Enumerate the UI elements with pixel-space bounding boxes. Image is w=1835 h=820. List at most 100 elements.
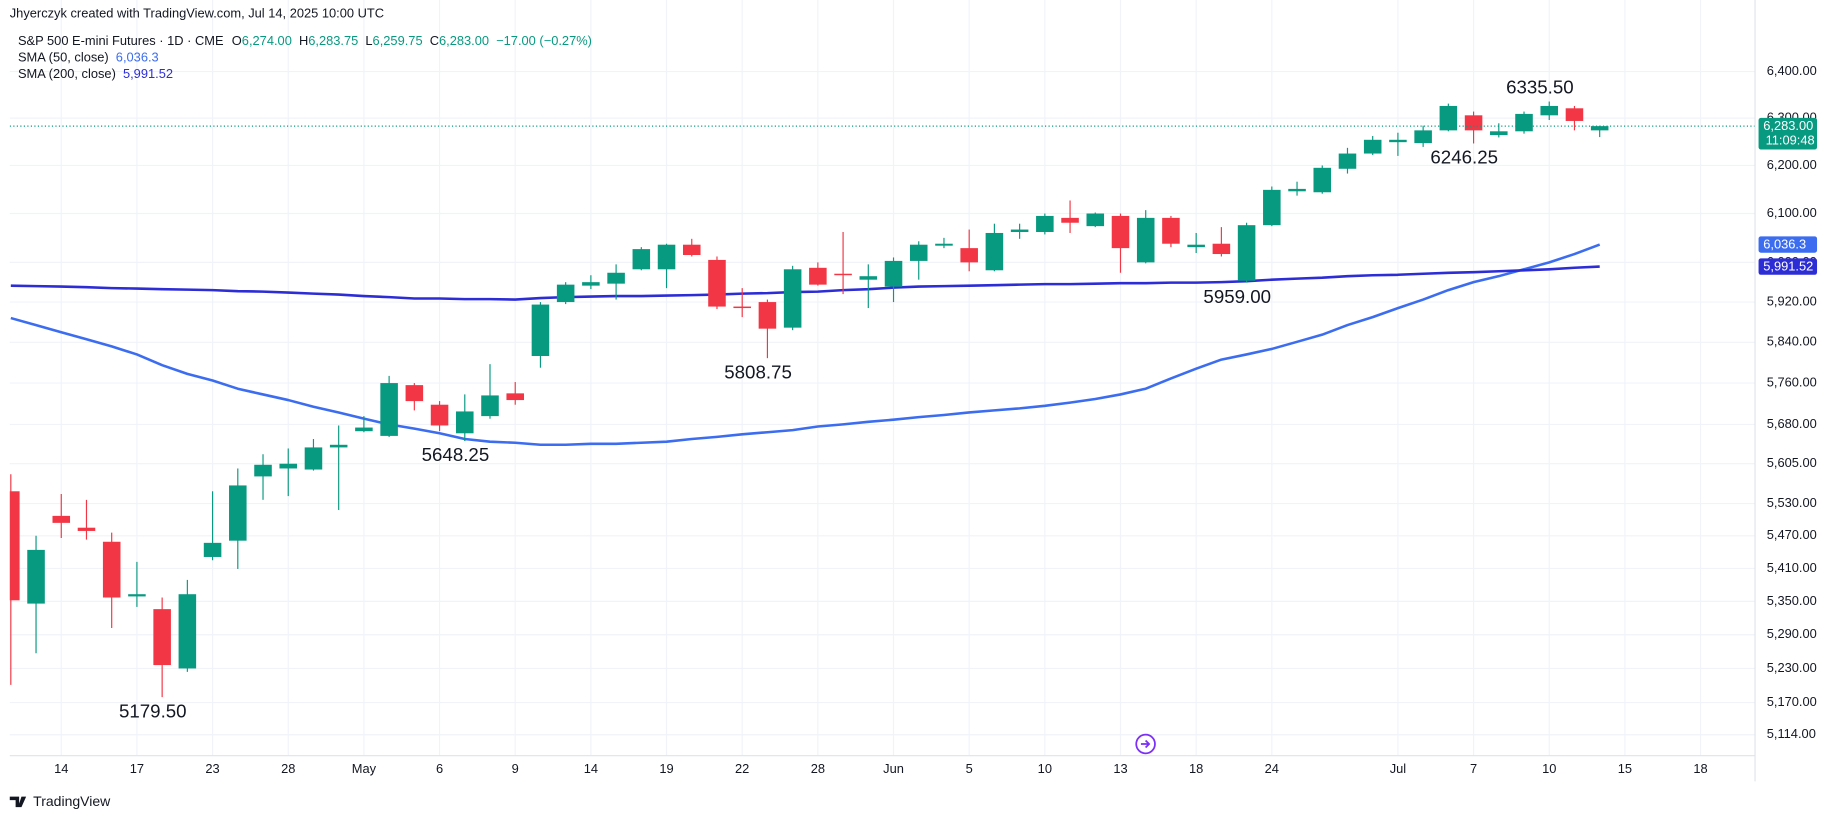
candle-body: [1086, 213, 1105, 227]
y-tick-label: 5,114.00: [1767, 726, 1816, 741]
x-tick-label: Jun: [883, 761, 904, 776]
candle-body: [153, 609, 171, 666]
ohlc-key: L: [365, 34, 372, 49]
candle-body: [531, 304, 550, 356]
x-tick-label: 22: [735, 761, 749, 776]
candle-body: [430, 404, 449, 426]
candle-body: [506, 393, 524, 401]
candle-body: [1212, 243, 1231, 255]
candle-body: [682, 244, 701, 256]
y-tick-label: 5,680.00: [1767, 416, 1817, 431]
candle-body: [1111, 215, 1130, 249]
candle-body: [1565, 108, 1584, 121]
y-tick-label: 5,840.00: [1767, 334, 1817, 349]
candle-body: [859, 276, 878, 280]
sma-legend: SMA (200, close) 5,991.52: [18, 66, 173, 81]
legend-name: SMA (200, close): [18, 66, 116, 81]
replay-arrow[interactable]: [1140, 739, 1151, 749]
logo-mark: [9, 796, 27, 808]
sma-line: [10, 265, 1600, 301]
plot-area: [9, 101, 1756, 698]
candle-body: [1187, 244, 1205, 248]
candle-body: [52, 515, 71, 523]
x-tick-label: 19: [659, 761, 673, 776]
y-tick-label: 5,920.00: [1767, 293, 1817, 308]
replay-icon[interactable]: [1135, 733, 1156, 755]
replay-circle[interactable]: [1135, 733, 1156, 755]
candle-body: [229, 485, 247, 541]
candle-body: [1414, 130, 1432, 144]
candle-body: [556, 284, 575, 303]
candle-body: [909, 244, 928, 261]
x-tick-label: 14: [54, 761, 68, 776]
ohlc-key: O: [232, 34, 242, 49]
x-tick-label: 10: [1542, 761, 1556, 776]
legend-value: 6,036.3: [116, 50, 159, 65]
ohlc-value: 6,259.75: [373, 34, 423, 49]
symbol-legend: S&P 500 E-mini Futures · 1D · CME O6,274…: [18, 34, 592, 49]
y-tick-label: 6,400.00: [1767, 63, 1817, 78]
candle-body: [657, 244, 676, 270]
y-tick-label: 5,170.00: [1767, 694, 1817, 709]
candle-body: [481, 395, 499, 417]
price-annotation: 6246.25: [1430, 147, 1498, 168]
candle-body: [9, 491, 20, 601]
footer-logo: TradingView: [9, 793, 111, 809]
candle-body: [279, 463, 298, 469]
y-tick-label: 5,290.00: [1767, 626, 1817, 641]
candle-body: [1061, 217, 1079, 223]
candle-body: [783, 269, 802, 328]
candle-body: [935, 243, 953, 246]
candle-body: [607, 272, 625, 284]
countdown-label: 11:09:48: [1766, 133, 1815, 148]
candle-body: [355, 427, 373, 432]
candle-body: [1162, 217, 1180, 244]
x-tick-label: 9: [512, 761, 519, 776]
y-tick-label: 5,410.00: [1767, 560, 1817, 575]
value-box-label: 5,991.52: [1763, 259, 1813, 274]
candle-body: [102, 541, 121, 598]
candle-body: [960, 248, 978, 263]
change: −17.00 (−0.27%): [496, 34, 592, 49]
ohlc-key: H: [299, 34, 308, 49]
value-box: [1758, 258, 1818, 275]
candle-body: [1439, 105, 1458, 131]
price-annotation: 5648.25: [422, 444, 490, 465]
candle-body: [1288, 188, 1306, 192]
x-tick-label: May: [352, 761, 377, 776]
value-box-label: 6,036.3: [1763, 237, 1806, 252]
x-tick-label: Jul: [1390, 761, 1406, 776]
x-tick-label: 18: [1693, 761, 1707, 776]
candle-body: [203, 542, 222, 557]
symbol: S&P 500 E-mini Futures · 1D · CME: [18, 34, 224, 49]
x-tick-label: 17: [130, 761, 144, 776]
candle-body: [380, 383, 398, 436]
candle-body: [1313, 167, 1332, 193]
candle-body: [1263, 189, 1281, 226]
x-tick-label: 23: [205, 761, 219, 776]
x-tick-label: 24: [1265, 761, 1279, 776]
candle-body: [1389, 139, 1407, 143]
ohlc-value: 6,283.00: [439, 34, 489, 49]
candle-body: [1540, 105, 1559, 116]
legend-name: SMA (50, close): [18, 50, 109, 65]
candle-body: [77, 527, 96, 531]
candle-body: [1338, 153, 1357, 169]
footer-text: TradingView: [33, 793, 111, 809]
price-annotation: 5179.50: [119, 700, 187, 721]
sma-legend: SMA (50, close) 6,036.3: [18, 50, 159, 65]
candle-body: [456, 411, 474, 434]
y-tick-label: 5,760.00: [1767, 374, 1817, 389]
x-tick-label: 10: [1038, 761, 1052, 776]
x-tick-label: 15: [1618, 761, 1632, 776]
x-tick-label: 28: [811, 761, 825, 776]
x-tick-label: 18: [1189, 761, 1203, 776]
candle-body: [128, 594, 146, 597]
x-tick-label: 28: [281, 761, 295, 776]
y-tick-label: 6,100.00: [1767, 205, 1817, 220]
ohlc-value: 6,283.75: [308, 34, 358, 49]
candle-body: [405, 385, 424, 402]
candle-body: [178, 594, 197, 669]
